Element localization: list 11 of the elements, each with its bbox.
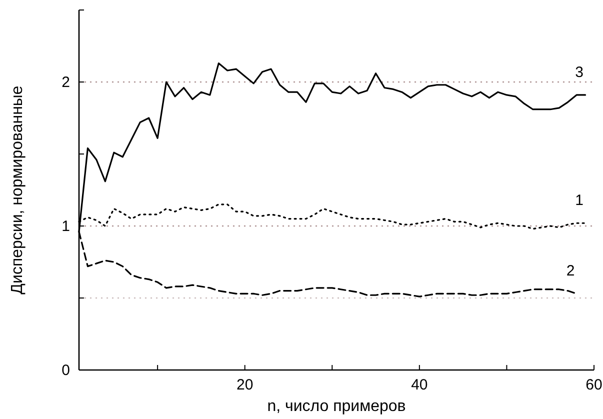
y-tick-label: 2: [62, 74, 70, 91]
x-tick-label: 20: [236, 376, 254, 394]
y-tick-label: 0: [62, 362, 70, 379]
x-tick-label: 40: [411, 376, 428, 394]
series-label: 1: [575, 192, 584, 210]
y-tick-label: 1: [62, 218, 70, 235]
x-axis-title: n, число примеров: [267, 398, 406, 415]
x-tick-label: 60: [586, 376, 602, 394]
series-label: 2: [566, 262, 575, 280]
y-axis-title: Дисперсии, нормированные: [9, 86, 26, 294]
series-label: 3: [575, 64, 584, 81]
